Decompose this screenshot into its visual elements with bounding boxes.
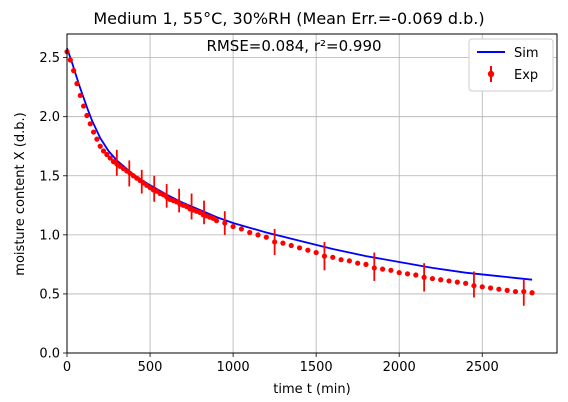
exp-data-point	[288, 242, 294, 249]
exp-data-point	[255, 232, 261, 238]
exp-data-point	[346, 258, 352, 264]
exp-data-point	[404, 271, 411, 277]
exp-data-point	[94, 136, 100, 142]
y-tick-label: 2.5	[39, 51, 60, 66]
y-tick-label: 0.5	[39, 287, 60, 302]
exp-data-point	[446, 278, 452, 284]
x-axis-label: time t (min)	[273, 382, 350, 397]
exp-data-point	[107, 155, 113, 161]
exp-data-point	[81, 103, 87, 109]
exp-data-point	[504, 287, 510, 293]
legend: Sim Exp	[468, 38, 554, 92]
exp-data-point	[521, 288, 527, 295]
plot-area	[64, 47, 535, 306]
exp-data-point	[512, 288, 519, 295]
y-tick-label: 1.0	[39, 228, 60, 243]
exp-data-point	[84, 112, 90, 119]
exp-data-point	[97, 143, 103, 149]
exp-data-point	[479, 284, 485, 290]
exp-data-point	[305, 247, 311, 253]
exp-data-point	[321, 253, 328, 259]
axis-ticks: 0 500 1000 1500 2000 2500 0.0 0.5 1.0 1.5 2.0 2.5	[39, 51, 498, 375]
exp-data-point	[413, 272, 419, 278]
exp-data-point	[272, 239, 278, 245]
fit-annotation: RMSE=0.084, r²=0.990	[206, 37, 381, 55]
x-tick-label: 1000	[217, 360, 250, 375]
y-tick-label: 1.5	[39, 169, 60, 184]
exp-data-point	[454, 279, 460, 285]
exp-data-point	[263, 234, 269, 240]
exp-data-point	[238, 226, 245, 232]
exp-data-point	[338, 257, 344, 263]
x-tick-label: 1500	[300, 360, 333, 375]
exp-data-point	[74, 81, 80, 87]
sim-series-line	[66, 47, 533, 281]
x-tick-label: 2500	[466, 360, 499, 375]
exp-data-point	[213, 218, 220, 224]
exp-data-point	[77, 92, 83, 99]
exp-data-point	[487, 285, 494, 291]
exp-data-point	[471, 283, 477, 289]
exp-data-point	[371, 265, 377, 271]
exp-data-point	[87, 121, 93, 127]
exp-data-point	[421, 274, 427, 280]
exp-data-point	[71, 68, 77, 74]
exp-data-point	[388, 267, 394, 273]
plot-frame	[66, 33, 558, 354]
exp-data-point	[363, 261, 369, 267]
exp-data-point	[313, 249, 319, 256]
exp-data-point	[379, 266, 386, 272]
exp-data-point	[463, 280, 469, 286]
exp-data-point	[230, 223, 236, 230]
y-tick-label: 0.0	[39, 347, 60, 362]
exp-data-point	[438, 277, 444, 283]
exp-data-point	[280, 240, 286, 246]
exp-data-point	[90, 129, 97, 135]
exp-data-point	[496, 286, 502, 292]
exp-data-point	[247, 229, 253, 236]
exp-data-point	[355, 260, 361, 266]
x-tick-label: 500	[138, 360, 163, 375]
legend-box	[468, 38, 554, 92]
legend-sim-label: Sim	[514, 46, 539, 61]
exp-data-point	[222, 220, 228, 226]
x-tick-label: 2000	[383, 360, 416, 375]
y-tick-label: 2.0	[39, 110, 60, 125]
legend-exp-marker	[487, 70, 495, 78]
exp-data-point	[330, 254, 336, 260]
chart-title: Medium 1, 55°C, 30%RH (Mean Err.=-0.069 …	[93, 9, 484, 28]
x-tick-label: 0	[63, 360, 71, 375]
exp-data-point	[396, 270, 402, 276]
exp-data-point	[100, 148, 107, 154]
exp-data-point	[529, 290, 535, 296]
exp-data-point	[104, 151, 110, 158]
y-axis-label: moisture content X (d.b.)	[13, 112, 28, 275]
legend-exp-label: Exp	[514, 68, 538, 83]
exp-data-point	[429, 275, 436, 282]
exp-data-point	[67, 57, 73, 63]
exp-data-point	[296, 245, 303, 251]
